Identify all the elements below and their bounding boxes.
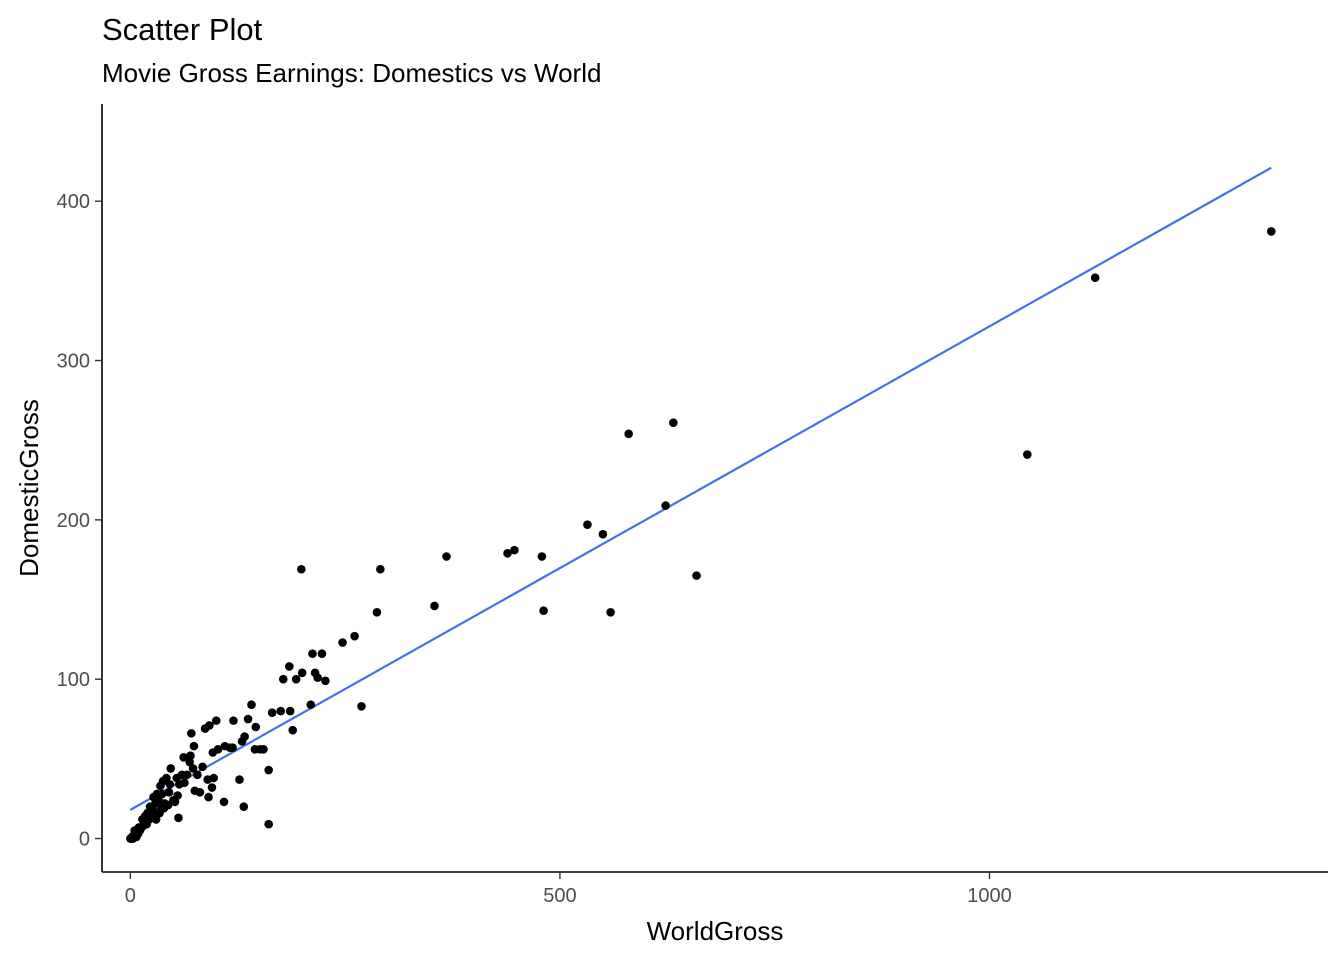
data-point — [189, 741, 199, 751]
data-point — [1022, 450, 1032, 459]
x-axis-label: WorldGross — [647, 916, 784, 946]
x-tick-label: 500 — [543, 885, 576, 907]
data-point — [172, 773, 182, 783]
data-point — [165, 780, 175, 789]
chart-title: Scatter Plot — [102, 12, 263, 47]
data-point — [338, 638, 347, 647]
data-point — [203, 775, 212, 784]
data-point — [174, 813, 183, 823]
trend-line — [129, 166, 1272, 811]
data-point — [193, 770, 202, 780]
data-point — [321, 676, 330, 686]
y-tick-label: 0 — [79, 829, 90, 851]
data-point — [179, 752, 188, 762]
chart-subtitle: Movie Gross Earnings: Domestics vs World — [102, 58, 602, 88]
x-tick-label: 1000 — [967, 885, 1012, 907]
x-tick-label: 0 — [125, 885, 136, 907]
data-point — [166, 764, 176, 773]
data-point — [267, 708, 277, 717]
data-point — [207, 783, 217, 792]
data-point — [510, 545, 519, 555]
data-point — [247, 700, 256, 709]
data-point — [250, 745, 260, 754]
data-point — [297, 564, 306, 574]
data-point — [583, 520, 592, 529]
data-point — [229, 716, 238, 725]
data-point — [251, 722, 261, 732]
data-point — [239, 802, 249, 811]
data-point — [264, 765, 273, 775]
data-point — [376, 564, 385, 574]
data-point — [185, 757, 194, 767]
data-point — [204, 792, 213, 802]
data-point — [264, 819, 273, 829]
data-point — [190, 786, 200, 796]
y-tick-label: 300 — [57, 351, 90, 373]
data-point — [288, 725, 298, 735]
data-point — [306, 700, 316, 709]
data-point — [284, 662, 294, 671]
data-point — [297, 668, 307, 678]
y-tick-label: 200 — [57, 510, 90, 532]
y-tick-label: 100 — [57, 669, 90, 691]
data-point — [278, 674, 288, 684]
data-point — [598, 529, 608, 539]
data-point — [357, 701, 366, 711]
data-point — [138, 815, 147, 824]
data-point — [372, 607, 382, 617]
data-point — [1266, 227, 1276, 236]
data-point — [310, 668, 320, 678]
data-point — [211, 716, 221, 725]
data-point — [669, 418, 678, 427]
data-point — [308, 649, 317, 659]
data-point — [235, 775, 244, 784]
data-point — [430, 601, 439, 611]
data-point — [661, 501, 670, 510]
data-point — [503, 549, 512, 558]
data-point — [537, 552, 547, 561]
data-point — [291, 674, 301, 684]
y-axis-label: DomesticGross — [14, 399, 44, 577]
data-point — [539, 606, 548, 615]
data-point — [156, 781, 165, 791]
data-point — [187, 729, 196, 738]
data-point — [200, 724, 210, 733]
data-point — [606, 607, 615, 617]
data-point — [198, 762, 207, 772]
data-point — [243, 714, 253, 724]
data-point — [692, 571, 701, 580]
data-point — [624, 429, 633, 439]
data-point — [186, 751, 195, 760]
data-point — [237, 737, 247, 746]
data-point — [219, 797, 229, 807]
data-point — [442, 552, 451, 561]
data-point — [220, 741, 230, 751]
data-point — [1090, 273, 1100, 282]
y-tick-label: 400 — [57, 191, 90, 213]
data-point — [149, 792, 158, 802]
data-point — [285, 706, 295, 716]
data-point — [317, 649, 327, 659]
data-point — [126, 834, 135, 843]
data-point — [350, 631, 359, 641]
data-point — [276, 706, 286, 716]
data-point — [208, 748, 218, 757]
data-point — [164, 788, 174, 797]
data-point — [188, 764, 198, 773]
